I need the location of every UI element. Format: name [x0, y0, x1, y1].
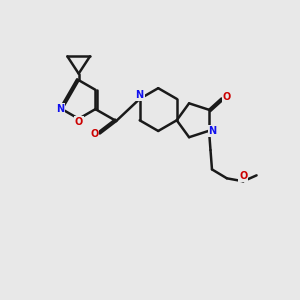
Text: N: N — [56, 104, 64, 114]
Text: O: O — [90, 128, 99, 139]
Text: O: O — [74, 117, 83, 127]
Text: N: N — [208, 126, 217, 136]
Text: O: O — [223, 92, 231, 102]
Text: N: N — [136, 90, 144, 100]
Text: O: O — [239, 171, 247, 181]
